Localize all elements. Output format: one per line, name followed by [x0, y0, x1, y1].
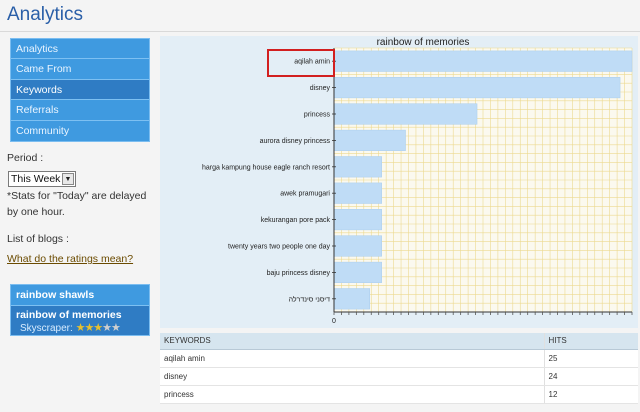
chart-bar [333, 261, 382, 283]
page-header: Analytics [0, 0, 640, 32]
period-select[interactable]: This Week ▼ [8, 171, 76, 187]
chart-bar [333, 77, 621, 99]
blog-item-rainbow-shawls[interactable]: rainbow shawls [11, 285, 149, 306]
chart-bar [333, 103, 478, 125]
chart-bar [333, 182, 382, 204]
x-tick-label: 0 [332, 318, 336, 325]
blogs-label: List of blogs : [7, 233, 69, 245]
category-label: awek pramugari [280, 191, 330, 198]
keyword-cell: aqilah amin [160, 349, 545, 368]
chart-svg: rainbow of memories aqilah amin disney prin… [202, 37, 633, 325]
period-label: Period : [7, 152, 44, 164]
keywords-chart: rainbow of memories aqilah amin disney prin… [160, 36, 638, 328]
chart-bar [333, 288, 371, 310]
chart-title: rainbow of memories [377, 37, 470, 48]
hits-cell: 24 [544, 367, 638, 386]
ratings-help-link[interactable]: What do the ratings mean? [7, 253, 134, 265]
keyword-cell: princess [160, 385, 545, 404]
blog-list: rainbow shawls rainbow of memories Skysc… [10, 284, 150, 336]
hits-cell: 25 [544, 349, 638, 368]
keywords-table: KEYWORDS HITS aqilah amin 25 disney 24 p… [160, 333, 638, 404]
star-rating-icon: ★★★★★ [75, 322, 121, 334]
chart-bar [333, 50, 633, 72]
period-select-value: This Week [11, 173, 61, 185]
sidebar-item-analytics[interactable]: Analytics [11, 39, 149, 60]
chart-bar [333, 156, 382, 178]
rating-label: Skyscraper: [20, 323, 73, 334]
category-label: baju princess disney [267, 270, 331, 277]
keyword-cell: disney [160, 367, 545, 386]
highlight-box [267, 49, 335, 77]
column-header-hits: HITS [544, 333, 638, 350]
sidebar-item-referrals[interactable]: Referrals [11, 100, 149, 121]
category-label: kekurangan pore pack [261, 217, 331, 224]
blog-name: rainbow of memories [16, 309, 122, 321]
chart-bar [333, 209, 382, 231]
sidebar-nav: Analytics Came From Keywords Referrals C… [10, 38, 150, 142]
table-header-row: KEYWORDS HITS [160, 333, 638, 350]
table-row: disney 24 [160, 367, 638, 386]
page-title: Analytics [7, 4, 84, 25]
category-label: twenty years two people one day [228, 244, 330, 251]
category-label: דיסני סינדרלה [289, 295, 331, 303]
category-label: disney [310, 85, 331, 92]
blog-item-rainbow-of-memories[interactable]: rainbow of memories Skyscraper: ★★★★★ [11, 306, 149, 335]
chart-bar [333, 235, 382, 257]
category-label: aqilah amin [294, 59, 330, 66]
blog-rating: Skyscraper: ★★★★★ [16, 322, 149, 335]
category-label: princess [304, 112, 331, 119]
sidebar-item-keywords[interactable]: Keywords [11, 79, 149, 101]
table-row: princess 12 [160, 385, 638, 404]
table-row: aqilah amin 25 [160, 349, 638, 368]
category-label: aurora disney princess [260, 138, 331, 145]
chart-bar [333, 129, 406, 151]
hits-cell: 12 [544, 385, 638, 404]
sidebar-item-community[interactable]: Community [16, 124, 70, 137]
stats-note: *Stats for "Today" are delayed by one ho… [7, 190, 147, 218]
sidebar-item-came-from[interactable]: Came From [11, 59, 149, 80]
category-label: harga kampung house eagle ranch resort [202, 164, 330, 171]
column-header-keywords: KEYWORDS [160, 333, 545, 350]
chevron-down-icon[interactable]: ▼ [62, 173, 74, 185]
